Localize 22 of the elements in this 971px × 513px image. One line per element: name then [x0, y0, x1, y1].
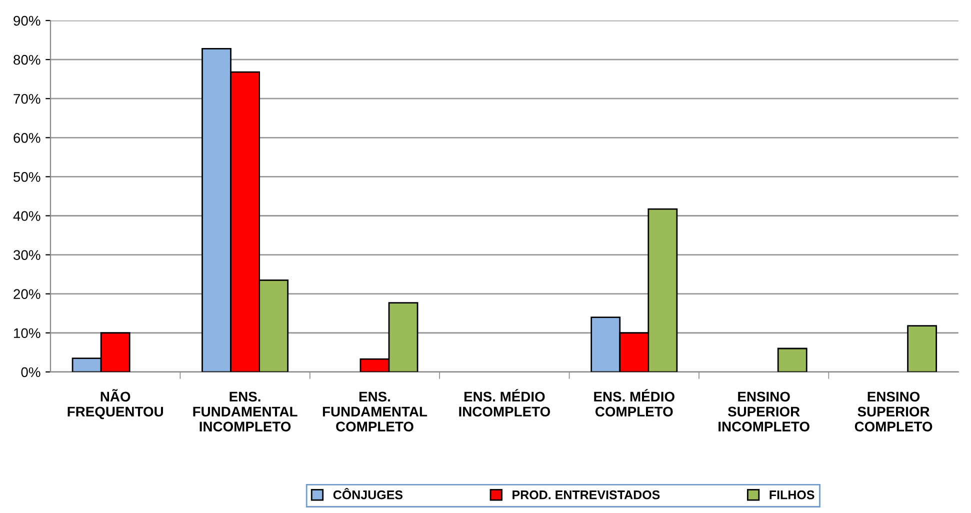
bar	[777, 348, 808, 372]
y-tick-label: 20%	[14, 289, 40, 300]
y-tick-label: 80%	[14, 54, 40, 65]
x-tick-label: ENS. FUNDAMENTAL INCOMPLETO	[193, 392, 298, 432]
bar	[907, 325, 938, 372]
x-tick-label: ENSINO SUPERIOR COMPLETO	[854, 392, 932, 432]
y-tick-label: 30%	[14, 250, 40, 260]
x-tick-label: ENS. MÉDIO INCOMPLETO	[459, 389, 550, 417]
x-tick-label: NÃO FREQUENTOU	[68, 389, 163, 420]
y-tick-label: 70%	[14, 94, 40, 104]
x-tick-label: ENS. MÉDIO COMPLETO	[594, 389, 674, 417]
y-tick-label: 50%	[14, 172, 40, 182]
legend-label: FILHOS	[770, 490, 814, 500]
x-tick-label: ENSINO SUPERIOR INCOMPLETO	[718, 392, 810, 432]
y-tick-label: 90%	[14, 16, 40, 26]
legend-label: CÔNJUGES	[333, 488, 403, 500]
y-tick-label: 10%	[14, 328, 40, 338]
y-tick-label: 0%	[21, 367, 40, 378]
legend-label: PROD. ENTREVISTADOS	[512, 490, 660, 500]
y-tick-label: 60%	[14, 132, 40, 143]
x-tick-label: ENS. FUNDAMENTAL COMPLETO	[322, 392, 428, 432]
y-tick-label: 40%	[13, 211, 40, 221]
